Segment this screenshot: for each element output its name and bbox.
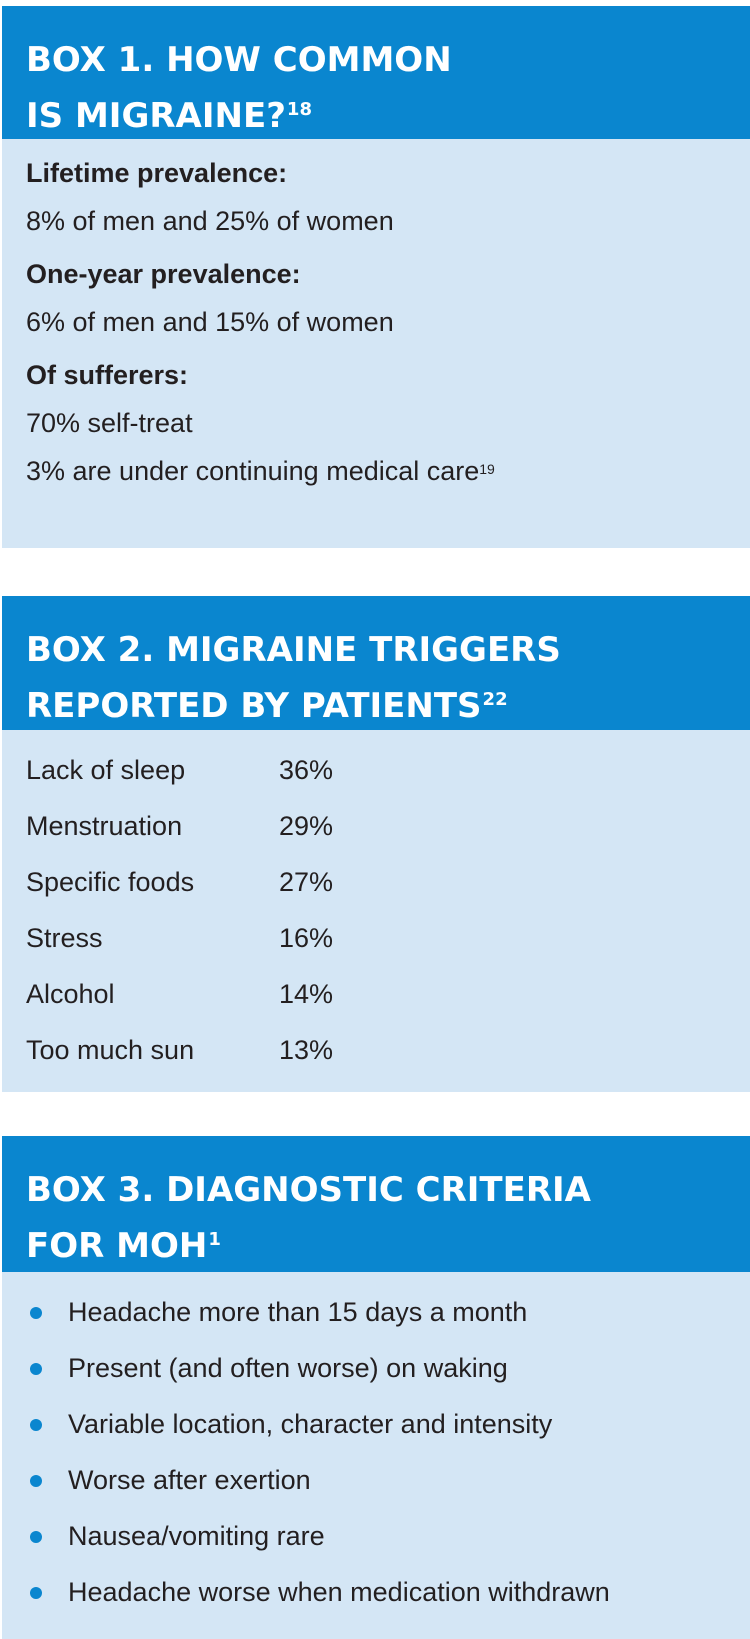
box3-title-reference: 1 [208, 1229, 221, 1250]
table-row: Menstruation 29% [26, 798, 333, 854]
box-how-common-is-migraine: BOX 1. HOW COMMON IS MIGRAINE?18 Lifetim… [2, 6, 750, 548]
box2-body: Lack of sleep 36% Menstruation 29% Speci… [2, 742, 750, 1078]
trigger-name: Lack of sleep [26, 755, 186, 785]
criterion-text: Worse after exertion [68, 1465, 311, 1495]
trigger-name: Specific foods [26, 867, 195, 897]
box3-title-line2: FOR MOH [26, 1226, 208, 1266]
stat-line-with-reference: 3% are under continuing medical care19 [26, 447, 750, 495]
box2-title-reference: 22 [482, 689, 508, 710]
box1-title: BOX 1. HOW COMMON IS MIGRAINE?18 [26, 32, 730, 144]
bullet-dot-icon [30, 1363, 42, 1375]
box1-title-line1: BOX 1. HOW COMMON [26, 40, 452, 80]
stat-line: 70% self-treat [26, 408, 193, 438]
criterion-text: Present (and often worse) on waking [68, 1353, 508, 1383]
table-row: Lack of sleep 36% [26, 742, 333, 798]
trigger-name: Too much sun [26, 1035, 195, 1065]
bullet-dot-icon [30, 1475, 42, 1487]
criterion-text: Headache more than 15 days a month [68, 1297, 528, 1327]
table-row: Too much sun 13% [26, 1022, 333, 1078]
box3-header: BOX 3. DIAGNOSTIC CRITERIA FOR MOH1 [2, 1136, 750, 1272]
box-migraine-triggers: BOX 2. MIGRAINE TRIGGERS REPORTED BY PAT… [2, 596, 750, 1092]
trigger-name: Menstruation [26, 811, 183, 841]
trigger-percent: 29% [279, 811, 334, 841]
trigger-percent: 27% [279, 867, 334, 897]
box1-title-reference: 18 [286, 99, 312, 120]
stat-group-lifetime: Lifetime prevalence: 8% of men and 25% o… [26, 149, 750, 245]
box3-title-line1: BOX 3. DIAGNOSTIC CRITERIA [26, 1170, 591, 1210]
box1-title-line2: IS MIGRAINE? [26, 96, 286, 136]
list-item: Headache worse when medication withdrawn [26, 1564, 750, 1620]
stat-line-text: 3% are under continuing medical care [26, 456, 480, 486]
criteria-list: Headache more than 15 days a month Prese… [26, 1272, 750, 1620]
triggers-table: Lack of sleep 36% Menstruation 29% Speci… [26, 742, 333, 1078]
stat-line: 8% of men and 25% of women [26, 206, 394, 236]
stat-label: One-year prevalence: [26, 259, 301, 289]
stat-label: Lifetime prevalence: [26, 158, 288, 188]
stat-line: 6% of men and 15% of women [26, 307, 394, 337]
list-item: Worse after exertion [26, 1452, 750, 1508]
list-item: Present (and often worse) on waking [26, 1340, 750, 1396]
box3-title: BOX 3. DIAGNOSTIC CRITERIA FOR MOH1 [26, 1162, 730, 1274]
box2-title: BOX 2. MIGRAINE TRIGGERS REPORTED BY PAT… [26, 622, 730, 734]
bullet-dot-icon [30, 1419, 42, 1431]
bullet-dot-icon [30, 1587, 42, 1599]
trigger-percent: 13% [279, 1035, 334, 1065]
trigger-name: Alcohol [26, 979, 115, 1009]
list-item: Headache more than 15 days a month [26, 1284, 750, 1340]
stat-line-reference: 19 [479, 461, 495, 477]
stat-group-one-year: One-year prevalence: 6% of men and 15% o… [26, 250, 750, 346]
box3-body: Headache more than 15 days a month Prese… [2, 1272, 750, 1620]
box2-header: BOX 2. MIGRAINE TRIGGERS REPORTED BY PAT… [2, 596, 750, 730]
stat-label: Of sufferers: [26, 360, 189, 390]
list-item: Nausea/vomiting rare [26, 1508, 750, 1564]
bullet-dot-icon [30, 1307, 42, 1319]
table-row: Alcohol 14% [26, 966, 333, 1022]
box1-header: BOX 1. HOW COMMON IS MIGRAINE?18 [2, 6, 750, 139]
criterion-text: Headache worse when medication withdrawn [68, 1577, 610, 1607]
trigger-percent: 36% [279, 755, 334, 785]
bullet-dot-icon [30, 1531, 42, 1543]
box1-body: Lifetime prevalence: 8% of men and 25% o… [2, 139, 750, 495]
table-row: Stress 16% [26, 910, 333, 966]
trigger-percent: 16% [279, 923, 334, 953]
trigger-name: Stress [26, 923, 103, 953]
table-row: Specific foods 27% [26, 854, 333, 910]
trigger-percent: 14% [279, 979, 334, 1009]
box2-title-line2: REPORTED BY PATIENTS [26, 686, 482, 726]
criterion-text: Nausea/vomiting rare [68, 1521, 325, 1551]
box2-title-line1: BOX 2. MIGRAINE TRIGGERS [26, 630, 561, 670]
criterion-text: Variable location, character and intensi… [68, 1409, 553, 1439]
stat-group-sufferers: Of sufferers: 70% self-treat 3% are unde… [26, 351, 750, 495]
box-diagnostic-criteria-moh: BOX 3. DIAGNOSTIC CRITERIA FOR MOH1 Head… [2, 1136, 750, 1639]
list-item: Variable location, character and intensi… [26, 1396, 750, 1452]
